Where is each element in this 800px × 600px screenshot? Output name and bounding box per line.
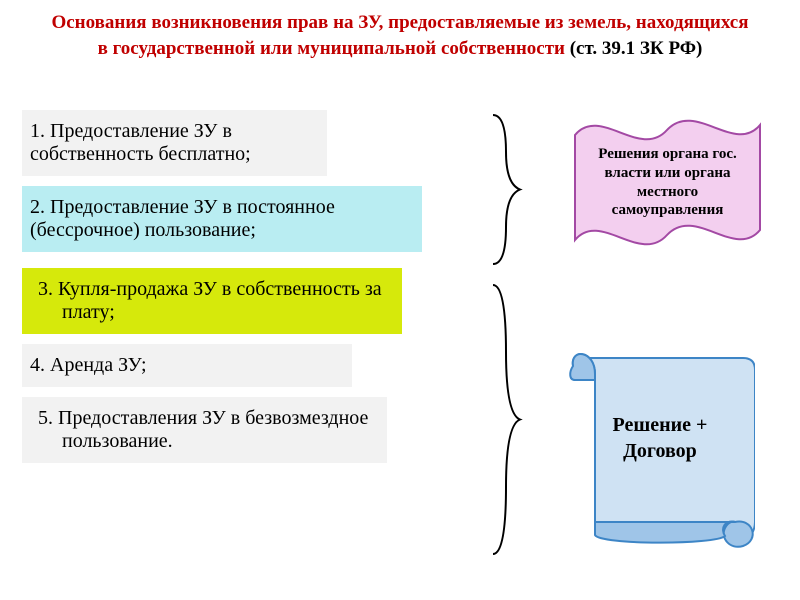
items-list: 1. Предоставление ЗУ в собственность бес… — [22, 110, 492, 463]
flag-callout: Решения органа гос. власти или органа ме… — [570, 105, 765, 260]
brace-icon — [490, 112, 530, 272]
list-item: 1. Предоставление ЗУ в собственность бес… — [22, 110, 327, 176]
page-title: Основания возникновения прав на ЗУ, пред… — [50, 10, 750, 61]
scroll-callout: Решение + Договор — [565, 340, 755, 550]
flag-text: Решения органа гос. власти или органа ме… — [590, 145, 745, 220]
title-black: (ст. 39.1 ЗК РФ) — [565, 38, 702, 59]
list-item: 5. Предоставления ЗУ в безвозмездное пол… — [22, 397, 387, 463]
brace-icon — [490, 282, 530, 562]
list-item: 4. Аренда ЗУ; — [22, 344, 352, 387]
scroll-text: Решение + Договор — [580, 412, 740, 464]
list-item: 3. Купля-продажа ЗУ в собственность за п… — [22, 268, 402, 334]
list-item: 2. Предоставление ЗУ в постоянное (бесср… — [22, 186, 422, 252]
